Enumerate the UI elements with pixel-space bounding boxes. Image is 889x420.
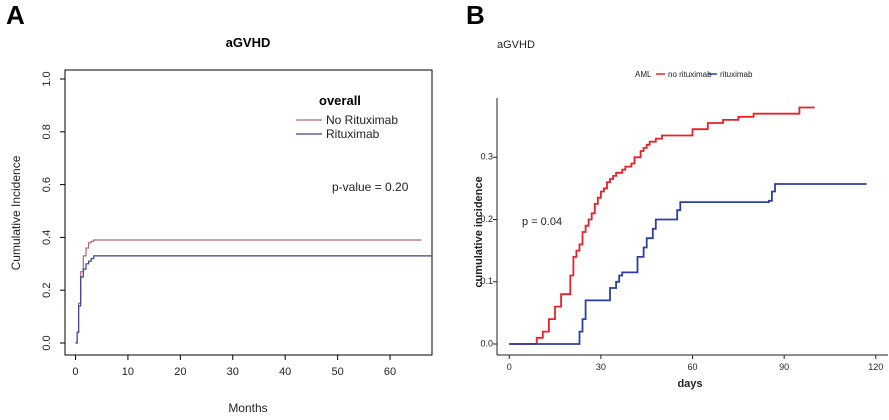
chart-b-ytick-label: 0.1 — [480, 276, 493, 286]
chart-a-legend-label: Rituximab — [326, 127, 380, 141]
panel-label-b: B — [466, 0, 485, 30]
chart-b-xtick-label: 0 — [507, 362, 512, 372]
chart-b-legend-label: no rituximab — [668, 70, 712, 79]
chart-b-ytick-label: 0.0 — [480, 338, 493, 348]
chart-b-ytick-label: 0.3 — [480, 152, 493, 162]
chart-b-xtick-label: 30 — [596, 362, 606, 372]
chart-a-ytick-label: 1.0 — [41, 71, 53, 86]
chart-a-xtick-label: 40 — [279, 366, 291, 378]
chart-a-xtick-label: 50 — [332, 366, 344, 378]
chart-b-ytick-label: 0.2 — [480, 214, 493, 224]
chart-a-title: aGVHD — [226, 35, 271, 50]
chart-a-xtick-label: 10 — [122, 366, 134, 378]
chart-b-pvalue: p = 0.04 — [522, 216, 562, 228]
chart-a-xtick-label: 20 — [174, 366, 186, 378]
chart-a-ylabel: Cumulative Incidence — [9, 155, 23, 270]
panel-label-a: A — [6, 0, 25, 30]
chart-b-xtick-label: 60 — [687, 362, 697, 372]
chart-a-xtick-label: 60 — [384, 366, 396, 378]
chart-b-xtick-label: 90 — [779, 362, 789, 372]
chart-b-series-line — [509, 183, 867, 345]
chart-a-pvalue: p-value = 0.20 — [332, 180, 409, 194]
chart-b-legend-label: rituximab — [720, 70, 753, 79]
chart-a-ytick-label: 0.2 — [41, 283, 53, 298]
chart-a-xtick-label: 30 — [227, 366, 239, 378]
chart-b-series-line — [509, 106, 815, 345]
chart-a-series-line — [75, 255, 432, 344]
chart-b-xlabel: days — [677, 378, 702, 390]
chart-a-legend-label: No Rituximab — [326, 113, 398, 127]
chart-a-ytick-label: 0.0 — [41, 335, 53, 350]
chart-a-ytick-label: 0.4 — [41, 230, 53, 245]
chart-a-ytick-label: 0.6 — [41, 177, 53, 192]
chart-a-xtick-label: 0 — [72, 366, 78, 378]
chart-b-title: aGVHD — [497, 39, 535, 51]
chart-b-xtick-label: 120 — [868, 362, 883, 372]
chart-a-ytick-label: 0.8 — [41, 124, 53, 139]
chart-b-ylabel: cumulative incidence — [473, 176, 485, 287]
chart-a-legend-title: overall — [319, 93, 361, 108]
chart-b-legend-title: AML — [635, 70, 652, 79]
chart-a-frame — [64, 69, 433, 356]
chart-a-xlabel: Months — [228, 401, 267, 415]
